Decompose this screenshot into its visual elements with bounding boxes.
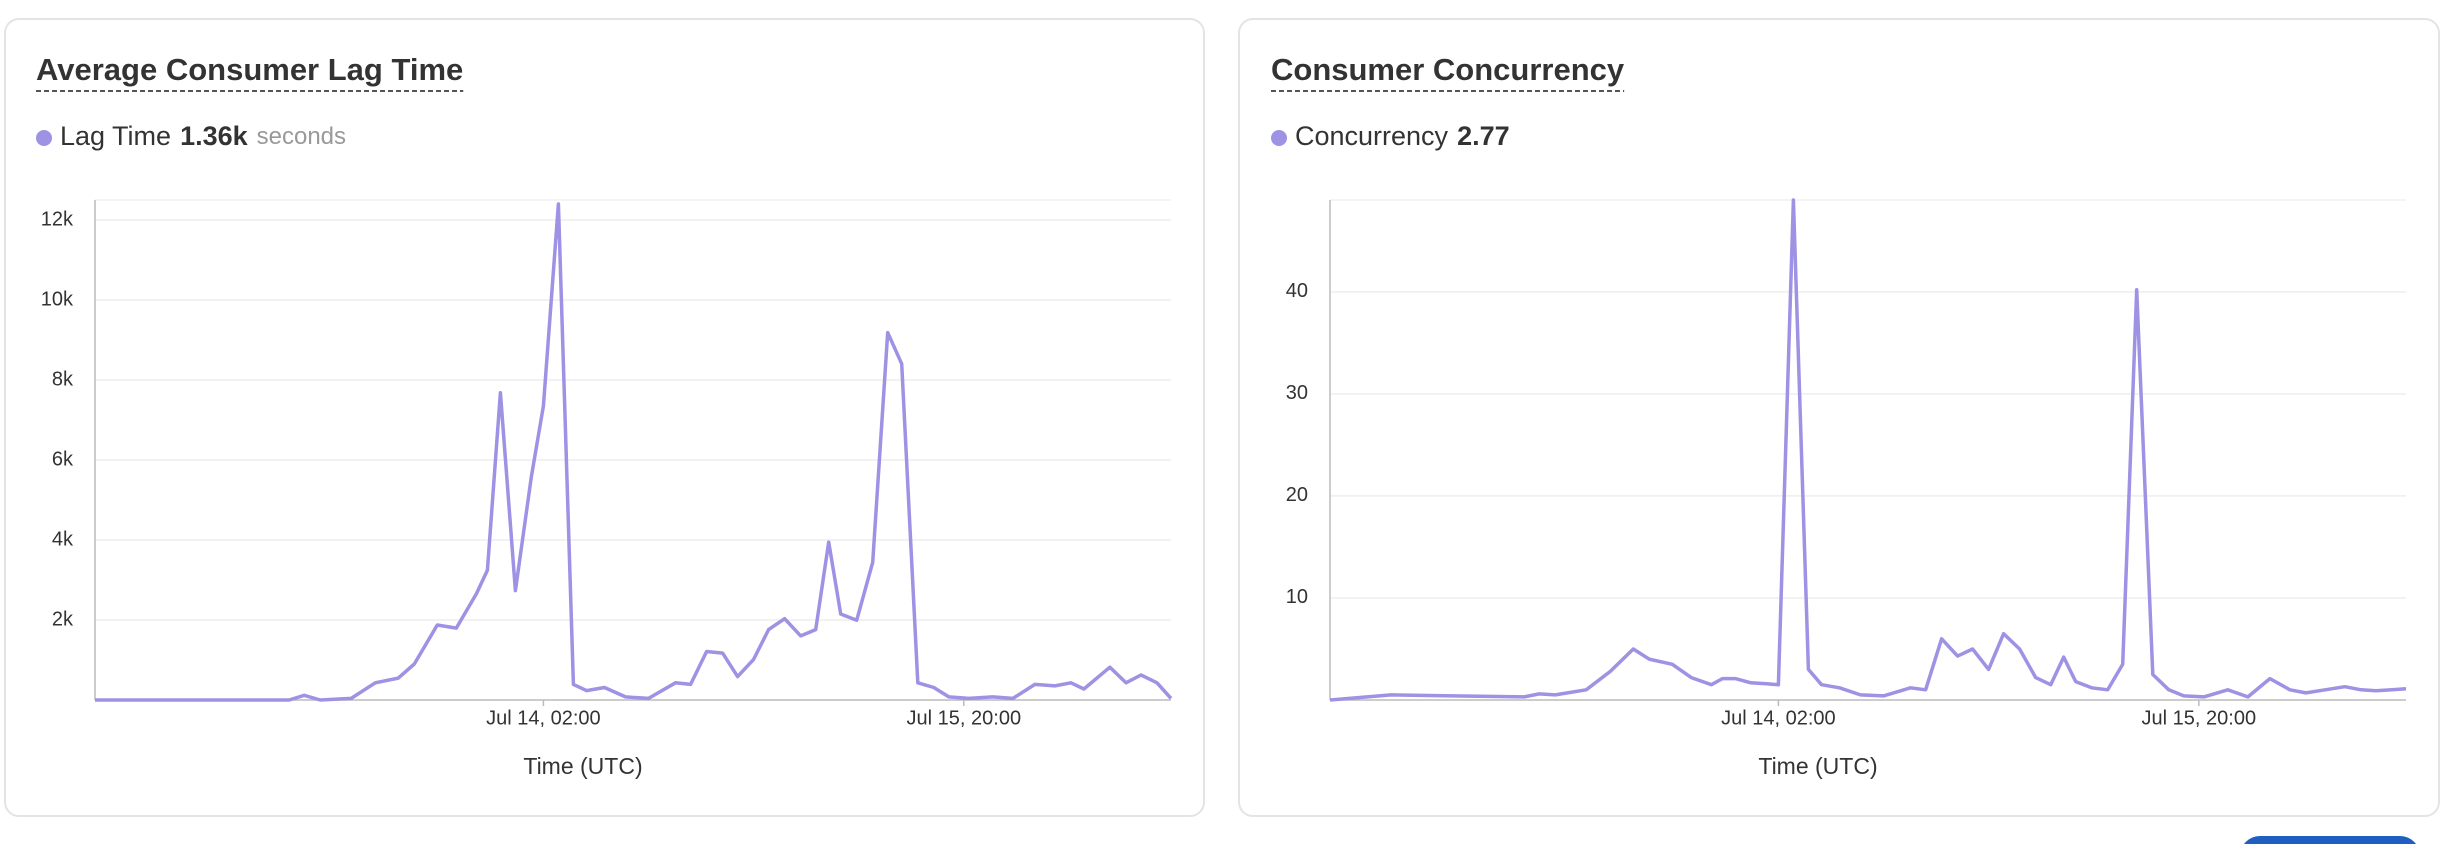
chart: Average Consumer Lag Time Lag Time 1.36k se… [36, 52, 1173, 779]
legend-value: 2.77 [1457, 121, 1510, 151]
y-tick-label: 2k [52, 608, 74, 630]
button[interactable] [2240, 836, 2420, 844]
y-tick-label: 40 [1286, 280, 1308, 302]
legend-dot [1271, 130, 1287, 146]
legend-dot [36, 130, 52, 146]
data-line [1329, 198, 2407, 702]
y-tick-label: 10k [41, 288, 74, 310]
legend-label: Lag Time [60, 121, 171, 151]
y-tick-label: 20 [1286, 484, 1308, 506]
legend: Concurrency 2.77 [1295, 121, 1510, 151]
y-tick-label: 8k [52, 368, 74, 390]
legend: Lag Time 1.36k seconds [60, 121, 346, 151]
x-tick-label: Jul 14, 02:00 [1721, 707, 1836, 729]
x-tick-label: Jul 15, 20:00 [907, 707, 1022, 729]
x-axis-label: Time (UTC) [1758, 753, 1877, 779]
x-tick-label: Jul 14, 02:00 [486, 707, 601, 729]
y-tick-label: 6k [52, 448, 74, 470]
legend-value: 1.36k [180, 121, 249, 151]
legend-label: Concurrency [1295, 121, 1449, 151]
chart-title: Average Consumer Lag Time [36, 52, 463, 87]
chart-title: Consumer Concurrency [1271, 52, 1625, 87]
data-line [95, 202, 1173, 702]
y-tick-label: 30 [1286, 382, 1308, 404]
card [1238, 18, 2440, 817]
x-tick-label: Jul 15, 20:00 [2142, 707, 2257, 729]
x-axis-label: Time (UTC) [523, 753, 642, 779]
card [4, 18, 1205, 817]
chart: Consumer Concurrency Concurrency 2.77 10 20 3… [1271, 52, 2407, 779]
y-tick-label: 12k [41, 208, 74, 230]
legend-unit: seconds [257, 123, 346, 150]
y-tick-label: 4k [52, 528, 74, 550]
y-tick-label: 10 [1286, 586, 1308, 608]
